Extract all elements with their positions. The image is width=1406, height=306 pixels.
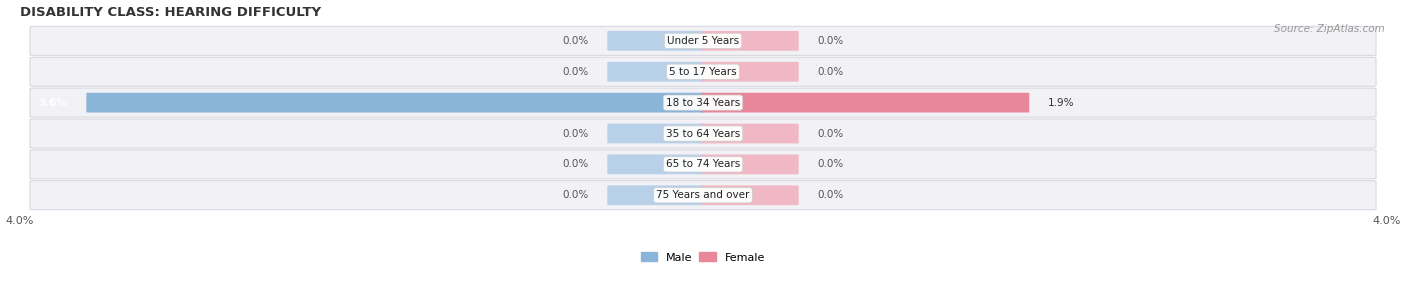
Text: Source: ZipAtlas.com: Source: ZipAtlas.com xyxy=(1274,24,1385,35)
Text: 0.0%: 0.0% xyxy=(562,190,589,200)
Text: 65 to 74 Years: 65 to 74 Years xyxy=(666,159,740,170)
Text: 0.0%: 0.0% xyxy=(562,36,589,46)
Text: 3.6%: 3.6% xyxy=(38,98,67,108)
FancyBboxPatch shape xyxy=(607,155,704,174)
FancyBboxPatch shape xyxy=(702,155,799,174)
Text: 0.0%: 0.0% xyxy=(562,159,589,170)
Text: Under 5 Years: Under 5 Years xyxy=(666,36,740,46)
FancyBboxPatch shape xyxy=(30,119,1376,148)
FancyBboxPatch shape xyxy=(30,26,1376,55)
Text: 75 Years and over: 75 Years and over xyxy=(657,190,749,200)
FancyBboxPatch shape xyxy=(702,124,799,144)
Text: 0.0%: 0.0% xyxy=(817,36,844,46)
FancyBboxPatch shape xyxy=(30,57,1376,86)
Text: 18 to 34 Years: 18 to 34 Years xyxy=(666,98,740,108)
FancyBboxPatch shape xyxy=(702,31,799,51)
Text: 0.0%: 0.0% xyxy=(817,129,844,139)
Text: 0.0%: 0.0% xyxy=(562,129,589,139)
FancyBboxPatch shape xyxy=(607,31,704,51)
FancyBboxPatch shape xyxy=(702,185,799,205)
Text: DISABILITY CLASS: HEARING DIFFICULTY: DISABILITY CLASS: HEARING DIFFICULTY xyxy=(20,6,321,19)
FancyBboxPatch shape xyxy=(607,62,704,82)
Text: 0.0%: 0.0% xyxy=(817,159,844,170)
Text: 5 to 17 Years: 5 to 17 Years xyxy=(669,67,737,77)
FancyBboxPatch shape xyxy=(607,185,704,205)
FancyBboxPatch shape xyxy=(702,62,799,82)
Text: 0.0%: 0.0% xyxy=(817,190,844,200)
FancyBboxPatch shape xyxy=(702,93,1029,113)
FancyBboxPatch shape xyxy=(30,181,1376,210)
FancyBboxPatch shape xyxy=(30,150,1376,179)
Text: 35 to 64 Years: 35 to 64 Years xyxy=(666,129,740,139)
Text: 0.0%: 0.0% xyxy=(562,67,589,77)
Legend: Male, Female: Male, Female xyxy=(637,248,769,267)
FancyBboxPatch shape xyxy=(86,93,704,113)
Text: 0.0%: 0.0% xyxy=(817,67,844,77)
FancyBboxPatch shape xyxy=(30,88,1376,117)
FancyBboxPatch shape xyxy=(607,124,704,144)
Text: 1.9%: 1.9% xyxy=(1047,98,1074,108)
